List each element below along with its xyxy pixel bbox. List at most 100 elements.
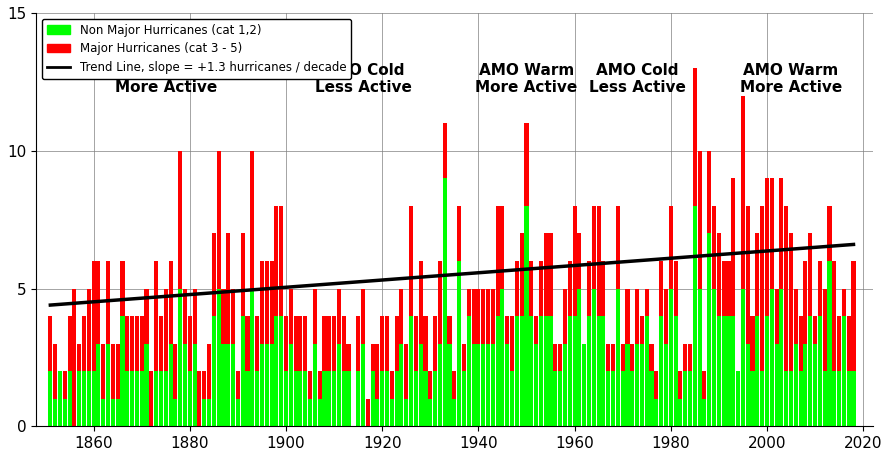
Bar [587, 316, 591, 426]
Bar [544, 316, 548, 426]
Legend: Non Major Hurricanes (cat 1,2), Major Hurricanes (cat 3 - 5), Trend Line, slope : Non Major Hurricanes (cat 1,2), Major Hu… [42, 19, 351, 79]
Bar [789, 234, 793, 371]
Bar [467, 289, 470, 316]
Bar [515, 261, 519, 316]
Bar [140, 371, 143, 426]
Bar [577, 234, 582, 289]
Bar [159, 371, 163, 426]
Bar [337, 344, 341, 426]
Bar [347, 344, 350, 371]
Bar [399, 289, 404, 344]
Bar [313, 289, 317, 344]
Bar [756, 316, 759, 426]
Bar [804, 261, 807, 344]
Bar [750, 316, 755, 371]
Bar [265, 261, 269, 344]
Bar [62, 399, 67, 426]
Bar [246, 371, 249, 426]
Bar [437, 261, 442, 344]
Bar [106, 261, 110, 344]
Text: AMO Cold
Less Active: AMO Cold Less Active [315, 63, 412, 95]
Bar [270, 344, 274, 426]
Bar [327, 316, 331, 371]
Bar [678, 371, 683, 399]
Bar [674, 316, 677, 426]
Bar [96, 344, 101, 426]
Bar [770, 289, 773, 426]
Bar [481, 344, 486, 426]
Bar [443, 123, 446, 178]
Bar [467, 316, 470, 426]
Bar [212, 316, 216, 426]
Bar [740, 96, 745, 289]
Bar [726, 261, 731, 316]
Bar [284, 316, 288, 371]
Bar [308, 399, 312, 426]
Bar [341, 371, 346, 426]
Bar [625, 344, 630, 426]
Bar [712, 289, 716, 426]
Bar [698, 151, 701, 289]
Bar [650, 371, 654, 426]
Bar [683, 371, 687, 426]
Bar [736, 371, 740, 426]
Bar [486, 344, 490, 426]
Bar [764, 316, 769, 426]
Bar [828, 261, 831, 426]
Bar [501, 289, 504, 426]
Bar [405, 344, 408, 399]
Bar [784, 371, 789, 426]
Bar [780, 289, 783, 426]
Bar [515, 316, 519, 426]
Bar [303, 316, 307, 371]
Bar [135, 316, 139, 371]
Bar [553, 344, 558, 371]
Bar [222, 344, 225, 426]
Bar [226, 344, 231, 426]
Bar [82, 316, 86, 371]
Bar [126, 316, 129, 371]
Bar [327, 371, 331, 426]
Bar [746, 344, 749, 426]
Bar [592, 289, 596, 426]
Bar [78, 344, 81, 371]
Bar [549, 316, 552, 426]
Bar [270, 261, 274, 344]
Bar [577, 289, 582, 426]
Bar [371, 371, 374, 426]
Bar [654, 399, 658, 426]
Bar [669, 289, 673, 426]
Bar [202, 371, 207, 399]
Bar [347, 371, 350, 426]
Bar [168, 344, 173, 426]
Bar [495, 316, 500, 426]
Bar [606, 344, 610, 371]
Bar [337, 289, 341, 344]
Bar [601, 316, 606, 426]
Bar [188, 316, 192, 371]
Bar [664, 344, 668, 426]
Bar [192, 289, 197, 344]
Bar [587, 261, 591, 316]
Bar [553, 371, 558, 426]
Bar [130, 316, 135, 371]
Bar [688, 371, 692, 426]
Bar [130, 371, 135, 426]
Bar [447, 344, 452, 426]
Bar [702, 371, 707, 399]
Bar [669, 206, 673, 289]
Bar [505, 344, 510, 426]
Bar [798, 316, 803, 371]
Bar [654, 371, 658, 399]
Bar [563, 289, 567, 344]
Bar [92, 261, 95, 371]
Bar [323, 316, 326, 371]
Bar [698, 289, 701, 426]
Bar [419, 344, 422, 426]
Bar [116, 399, 119, 426]
Bar [164, 289, 168, 371]
Bar [231, 289, 235, 344]
Bar [62, 371, 67, 399]
Bar [110, 344, 115, 399]
Bar [298, 371, 302, 426]
